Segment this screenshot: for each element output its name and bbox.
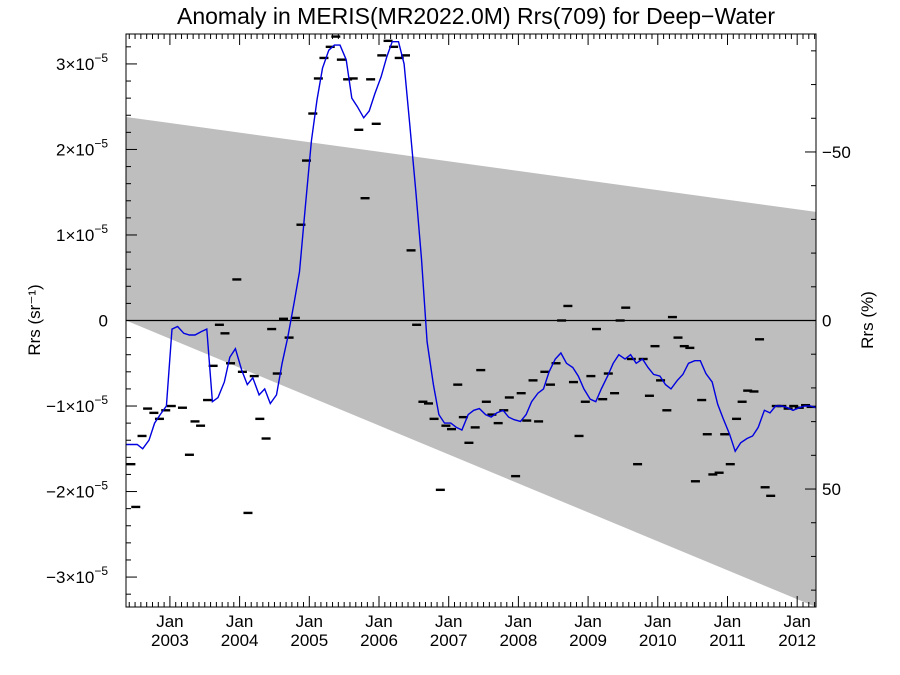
y-tick-label: 2×10−5 xyxy=(56,136,108,159)
y-tick-label: −1×10−5 xyxy=(46,393,108,416)
x-tick-month: Jan xyxy=(574,612,601,631)
x-tick-year: 2008 xyxy=(499,631,537,650)
x-tick-year: 2006 xyxy=(360,631,398,650)
x-tick-month: Jan xyxy=(714,612,741,631)
anomaly-line-layer xyxy=(126,41,817,453)
uncertainty-band-layer xyxy=(126,116,816,607)
x-tick-year: 2012 xyxy=(778,631,816,650)
y2-tick-label: 50 xyxy=(822,480,841,499)
y-axis-left-label: Rrs (sr⁻¹) xyxy=(25,284,44,355)
x-tick-year: 2010 xyxy=(639,631,677,650)
x-tick-month: Jan xyxy=(226,612,253,631)
x-tick-year: 2004 xyxy=(221,631,259,650)
x-tick-year: 2003 xyxy=(151,631,189,650)
x-tick-month: Jan xyxy=(296,612,323,631)
anomaly-line xyxy=(126,41,817,453)
y-axis-right-label: Rrs (%) xyxy=(858,291,877,349)
x-tick-month: Jan xyxy=(156,612,183,631)
x-tick-year: 2009 xyxy=(569,631,607,650)
y-tick-label: 1×10−5 xyxy=(56,222,108,245)
y2-tick-label: 0 xyxy=(822,312,831,331)
x-tick-month: Jan xyxy=(365,612,392,631)
x-tick-year: 2007 xyxy=(430,631,468,650)
y-axis-left: 3×10−5 2×10−5 1×10−5 0 −1×10−5 −2×10−5 −3×10−5 xyxy=(46,46,137,595)
x-tick-month: Jan xyxy=(644,612,671,631)
y-tick-label: 3×10−5 xyxy=(56,51,108,74)
x-tick-month: Jan xyxy=(783,612,810,631)
y2-tick-label: −50 xyxy=(822,143,851,162)
monthly-markers-layer xyxy=(126,35,816,515)
chart-title: Anomaly in MERIS(MR2022.0M) Rrs(709) for… xyxy=(177,3,775,29)
x-tick-year: 2005 xyxy=(290,631,328,650)
x-tick-month: Jan xyxy=(435,612,462,631)
uncertainty-band xyxy=(126,116,816,607)
y-axis-right: −50 0 50 xyxy=(805,50,851,591)
y-tick-label: −3×10−5 xyxy=(46,564,108,587)
y-tick-label: 0 xyxy=(99,312,108,331)
y-tick-label: −2×10−5 xyxy=(46,479,108,502)
x-tick-month: Jan xyxy=(505,612,532,631)
x-axis: Jan2003Jan2004Jan2005Jan2006Jan2007Jan20… xyxy=(128,34,816,650)
x-tick-year: 2011 xyxy=(709,631,746,650)
